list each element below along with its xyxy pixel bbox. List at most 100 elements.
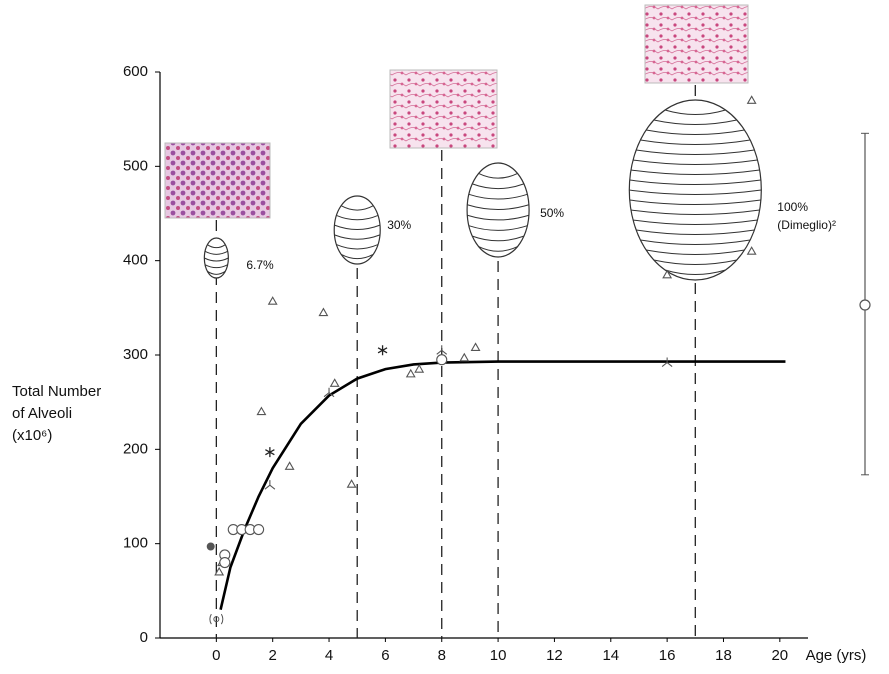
triangle-point xyxy=(414,364,425,373)
y-tick-label: 200 xyxy=(123,440,148,457)
triangle-point xyxy=(284,461,295,470)
triangle-point xyxy=(746,95,757,104)
y-tick-label: 300 xyxy=(123,346,148,363)
triangle-point xyxy=(214,566,225,576)
rib xyxy=(640,239,751,245)
fit-curve xyxy=(219,360,786,610)
y-tick-label: 500 xyxy=(123,157,148,174)
rib xyxy=(478,246,518,252)
x-tick-label: 18 xyxy=(715,647,732,664)
rib xyxy=(467,214,530,221)
y-axis-label: (x10⁶) xyxy=(12,427,52,444)
rib xyxy=(472,183,525,190)
rib xyxy=(630,209,760,215)
rib-cage xyxy=(203,237,229,279)
x-tick-label: 8 xyxy=(438,647,446,664)
fork-point xyxy=(323,387,335,398)
rib xyxy=(630,169,760,175)
triangle-point xyxy=(459,352,470,362)
paren-circle-point xyxy=(209,613,224,625)
x-tick-label: 12 xyxy=(546,647,563,664)
triangle-point xyxy=(346,479,357,488)
histology-image xyxy=(644,4,749,84)
x-tick-label: 6 xyxy=(381,647,389,664)
rib xyxy=(664,269,726,275)
rib xyxy=(629,199,761,205)
rib xyxy=(653,259,737,265)
rib xyxy=(636,149,755,155)
asterisk-point xyxy=(265,447,275,458)
rib xyxy=(204,257,229,262)
rib xyxy=(204,264,228,269)
range-mean xyxy=(859,299,871,311)
rib-cage xyxy=(628,99,762,281)
rib xyxy=(204,250,228,255)
milestone-note: (Dimeglio)² xyxy=(777,218,836,232)
y-tick-label: 600 xyxy=(123,63,148,80)
triangle-point xyxy=(329,378,340,387)
rib-cage-outline xyxy=(466,162,530,258)
triangle-point xyxy=(746,246,757,255)
circle-point xyxy=(219,556,231,569)
rib xyxy=(472,235,525,242)
filled-point xyxy=(206,542,215,551)
x-tick-label: 10 xyxy=(490,647,507,664)
triangle-point xyxy=(405,368,416,378)
rib xyxy=(467,204,530,210)
x-tick-label: 20 xyxy=(771,647,788,664)
y-tick-label: 100 xyxy=(123,535,148,552)
rib-cage-outline xyxy=(628,99,762,281)
rib xyxy=(629,189,762,195)
rib xyxy=(468,193,528,200)
rib xyxy=(629,179,761,185)
rib xyxy=(340,205,374,211)
rib xyxy=(633,159,758,165)
triangle-point xyxy=(470,342,481,352)
rib xyxy=(646,129,745,135)
triangle-point xyxy=(256,406,267,416)
rib-cage xyxy=(333,195,381,265)
milestone-label: 30% xyxy=(387,218,411,232)
x-tick-label: 14 xyxy=(602,647,619,664)
y-tick-label: 0 xyxy=(140,629,148,646)
x-tick-label: 2 xyxy=(269,647,277,664)
rib-cage xyxy=(466,162,530,258)
rib xyxy=(336,244,379,250)
rib xyxy=(664,109,726,115)
circle-point xyxy=(436,354,448,366)
fork-point xyxy=(661,357,673,367)
histology-image xyxy=(164,142,271,219)
x-tick-label: 16 xyxy=(659,647,676,664)
x-tick-label: 0 xyxy=(212,647,220,664)
x-axis-label: Age (yrs) xyxy=(806,647,867,664)
rib xyxy=(334,224,381,231)
rib xyxy=(653,119,737,125)
rib xyxy=(207,270,226,275)
rib xyxy=(478,172,518,179)
rib xyxy=(468,225,528,231)
fork-point xyxy=(264,480,276,490)
asterisk-point xyxy=(377,345,388,356)
rib xyxy=(340,253,374,260)
circle-point xyxy=(253,523,265,536)
milestone-label: 100% xyxy=(777,200,808,214)
rib xyxy=(334,234,381,240)
rib xyxy=(336,214,379,221)
y-axis-label: of Alveoli xyxy=(12,405,72,422)
rib xyxy=(646,249,745,255)
rib xyxy=(636,229,755,235)
rib xyxy=(633,219,758,225)
rib xyxy=(207,244,226,249)
milestone-label: 50% xyxy=(540,206,564,220)
y-axis-label: Total Number xyxy=(12,383,101,400)
fork-point xyxy=(436,345,448,355)
y-tick-label: 400 xyxy=(123,252,148,269)
triangle-point xyxy=(662,269,673,279)
triangle-point xyxy=(318,307,329,317)
x-tick-label: 4 xyxy=(325,647,333,664)
triangle-point xyxy=(267,296,278,305)
histology-image xyxy=(389,69,498,149)
rib xyxy=(640,139,751,145)
milestone-label: 6.7% xyxy=(246,258,274,272)
